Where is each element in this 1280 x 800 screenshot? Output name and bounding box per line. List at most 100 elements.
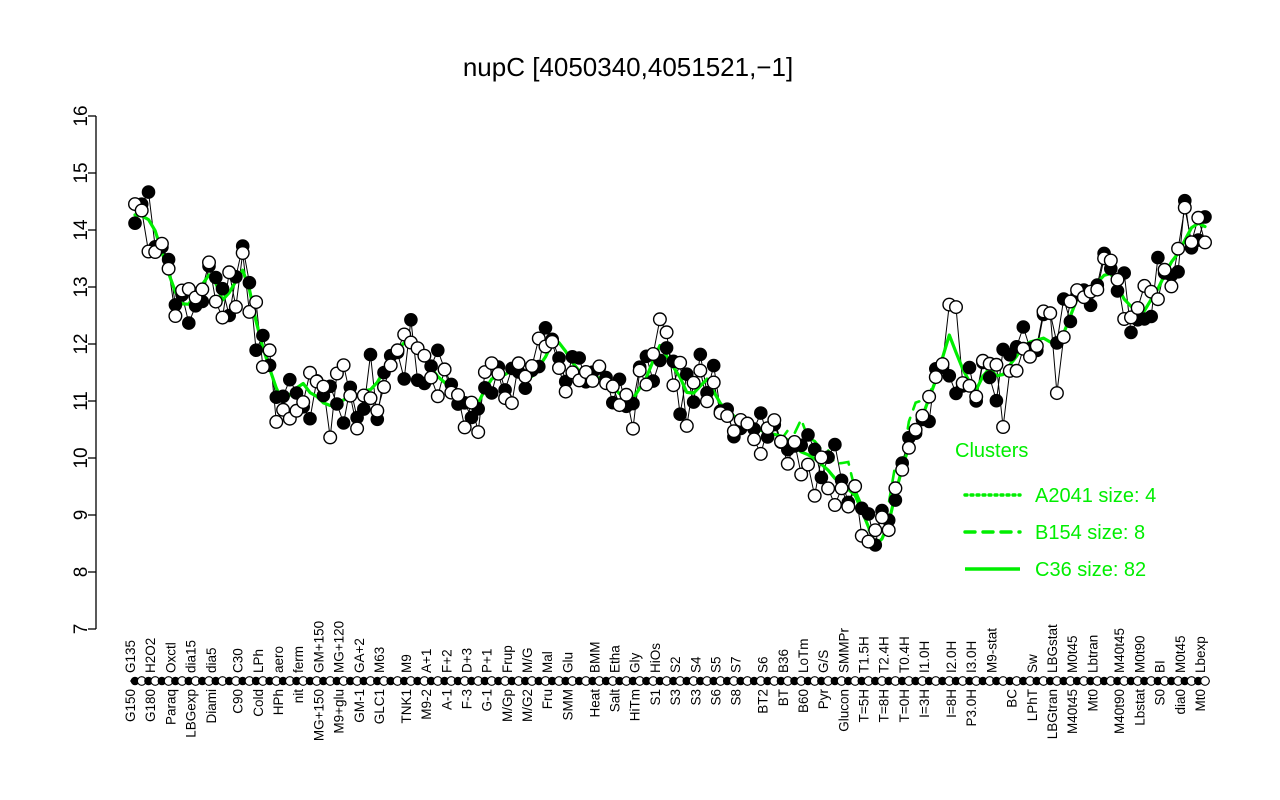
svg-text:T0.4H: T0.4H [897,636,912,673]
svg-text:Clusters: Clusters [955,440,1028,462]
svg-text:S6: S6 [756,656,771,673]
svg-text:Mt0: Mt0 [1085,689,1100,712]
svg-text:Frup: Frup [500,645,515,673]
svg-text:M63: M63 [372,647,387,673]
svg-text:M9: M9 [399,654,414,673]
svg-text:M40t90: M40t90 [1112,689,1127,734]
svg-text:I3.0H: I3.0H [964,641,979,673]
svg-text:Lbexp: Lbexp [1193,636,1208,673]
svg-text:Mal: Mal [540,651,555,673]
svg-text:11: 11 [71,391,92,411]
svg-text:S8: S8 [729,689,744,706]
svg-text:Diami: Diami [204,689,219,724]
svg-text:S2: S2 [668,656,683,673]
svg-text:GA+2: GA+2 [352,638,367,673]
svg-text:LPhT: LPhT [1025,689,1040,721]
svg-text:M40t45: M40t45 [1112,628,1127,673]
svg-text:SMM: SMM [560,689,575,721]
svg-text:M/G: M/G [520,648,535,674]
svg-text:HiOs: HiOs [648,643,663,673]
svg-text:M9-2: M9-2 [419,689,434,720]
svg-text:B36: B36 [776,649,791,673]
svg-text:A+1: A+1 [419,649,434,673]
svg-text:P+1: P+1 [480,649,495,673]
svg-text:Heat: Heat [587,689,602,718]
svg-text:G135: G135 [123,640,138,673]
svg-text:LoTm: LoTm [796,638,811,673]
svg-text:GLC1: GLC1 [372,689,387,724]
svg-text:S0: S0 [1153,689,1168,706]
svg-text:Etha: Etha [608,645,623,673]
svg-text:C36 size: 82: C36 size: 82 [1035,559,1146,581]
svg-text:S6: S6 [709,689,724,706]
svg-text:T2.4H: T2.4H [877,636,892,673]
svg-text:BT: BT [776,689,791,706]
svg-text:SMMPr: SMMPr [836,628,851,674]
svg-text:F-3: F-3 [460,689,475,709]
svg-text:LBGstat: LBGstat [1045,624,1060,673]
svg-text:LBGtran: LBGtran [1045,689,1060,739]
svg-text:S4: S4 [688,656,703,673]
svg-text:S3: S3 [688,689,703,706]
svg-text:G/S: G/S [816,650,831,673]
svg-text:S1: S1 [648,689,663,706]
svg-text:MG+120: MG+120 [332,621,347,673]
svg-text:BC: BC [1005,689,1020,708]
svg-text:M0t90: M0t90 [1132,635,1147,673]
svg-text:7: 7 [71,624,92,635]
svg-text:14: 14 [71,219,92,241]
svg-text:Fru: Fru [540,689,555,709]
svg-text:Paraq: Paraq [163,689,178,725]
svg-text:S3: S3 [668,689,683,706]
svg-text:G180: G180 [143,689,158,722]
svg-text:M9+glu: M9+glu [332,689,347,734]
svg-text:H2O2: H2O2 [143,638,158,673]
svg-text:12: 12 [71,333,92,354]
svg-text:LPh: LPh [251,649,266,673]
svg-text:C30: C30 [231,648,246,673]
svg-text:T1.5H: T1.5H [857,636,872,673]
svg-text:P3.0H: P3.0H [964,689,979,727]
svg-text:I=3H: I=3H [917,689,932,718]
svg-text:16: 16 [71,105,92,126]
svg-text:HiTm: HiTm [628,689,643,721]
svg-text:G150: G150 [123,689,138,722]
svg-text:Pyr: Pyr [816,688,831,709]
svg-text:C90: C90 [231,689,246,714]
svg-text:D+3: D+3 [460,648,475,673]
svg-text:Lbtran: Lbtran [1085,635,1100,673]
svg-text:M0t45: M0t45 [1065,635,1080,673]
svg-text:M40t45: M40t45 [1065,689,1080,734]
svg-text:GM-1: GM-1 [352,689,367,723]
svg-text:MG+150: MG+150 [311,689,326,741]
svg-text:I=8H: I=8H [944,689,959,718]
svg-text:9: 9 [71,510,92,521]
svg-text:Salt: Salt [608,689,623,713]
svg-text:Oxctl: Oxctl [163,642,178,673]
svg-text:TNK1: TNK1 [399,689,414,724]
svg-text:M/Gp: M/Gp [500,689,515,722]
svg-text:BT2: BT2 [756,689,771,714]
svg-text:A-1: A-1 [439,689,454,710]
svg-text:T=5H: T=5H [857,689,872,722]
svg-text:M/G2: M/G2 [520,689,535,722]
svg-text:13: 13 [71,276,92,297]
svg-text:S5: S5 [709,656,724,673]
svg-text:Cold: Cold [251,689,266,717]
svg-text:M0t45: M0t45 [1173,635,1188,673]
svg-text:ferm: ferm [291,646,306,673]
svg-text:15: 15 [71,162,92,183]
svg-text:Mt0: Mt0 [1193,689,1208,712]
svg-text:I2.0H: I2.0H [944,641,959,673]
svg-text:A2041 size: 4: A2041 size: 4 [1035,485,1156,507]
svg-text:B60: B60 [796,689,811,713]
svg-text:G-1: G-1 [480,689,495,712]
svg-text:T=0H: T=0H [897,689,912,722]
svg-text:I1.0H: I1.0H [917,641,932,673]
svg-text:Gly: Gly [628,653,643,674]
svg-text:dia5: dia5 [204,647,219,673]
svg-text:LBGexp: LBGexp [184,689,199,738]
svg-text:B154 size: 8: B154 size: 8 [1035,522,1145,544]
svg-text:Lbstat: Lbstat [1132,689,1147,726]
svg-text:T=8H: T=8H [877,689,892,722]
